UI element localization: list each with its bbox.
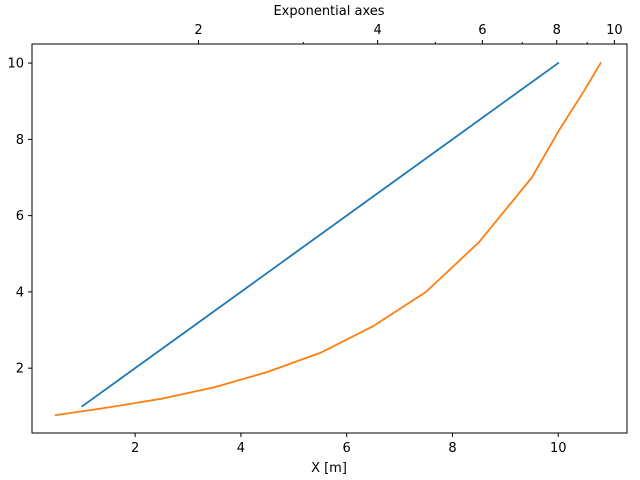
y-tick-label: 2 xyxy=(16,362,24,377)
bottom-axis-ticks: 2 4 6 8 10 xyxy=(131,433,567,456)
x-tick-label: 8 xyxy=(448,441,456,456)
chart-title: Exponential axes xyxy=(273,4,384,19)
x-tick-label: 6 xyxy=(343,441,351,456)
series-line-1 xyxy=(80,61,560,408)
y-tick-label: 8 xyxy=(16,133,24,148)
top-axis-ticks: 2 4 6 8 10 xyxy=(194,23,623,44)
top-tick-label: 8 xyxy=(553,23,561,38)
plot-frame xyxy=(31,43,628,434)
top-tick-label: 2 xyxy=(194,23,202,38)
x-tick-label: 10 xyxy=(550,441,567,456)
top-tick-label: 6 xyxy=(478,23,486,38)
x-tick-label: 4 xyxy=(237,441,245,456)
x-tick-label: 2 xyxy=(131,441,139,456)
y-tick-label: 4 xyxy=(16,285,24,300)
top-tick-label: 10 xyxy=(606,23,623,38)
series-layer xyxy=(54,61,602,417)
x-axis-label: X [m] xyxy=(311,461,347,476)
top-tick-label: 4 xyxy=(373,23,381,38)
series-line-2 xyxy=(54,61,602,417)
y-tick-label: 10 xyxy=(7,57,24,72)
y-tick-label: 6 xyxy=(16,209,24,224)
left-axis-ticks: 2 4 6 8 10 xyxy=(7,57,32,377)
